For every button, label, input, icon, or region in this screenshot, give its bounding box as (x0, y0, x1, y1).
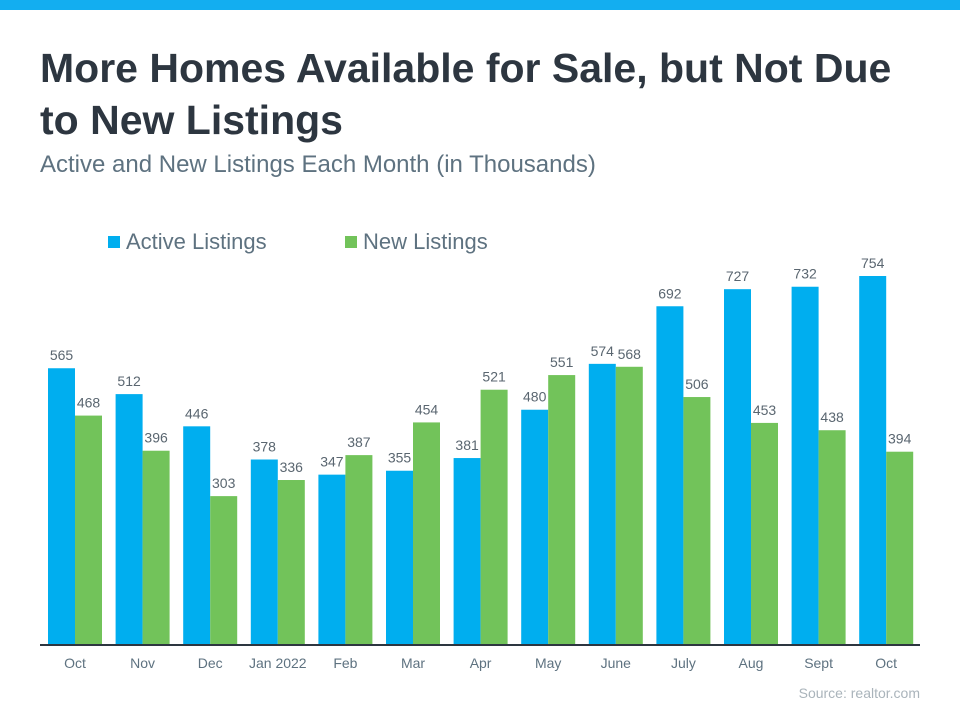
x-tick-label: Oct (875, 655, 897, 671)
active-listings-value-label: 574 (591, 343, 615, 359)
new-listings-value-label: 568 (618, 346, 642, 362)
new-listings-value-label: 396 (144, 430, 168, 446)
active-listings-bar (250, 459, 278, 644)
new-listings-value-label: 303 (212, 475, 236, 491)
active-listings-value-label: 565 (50, 347, 74, 363)
active-listings-value-label: 732 (793, 266, 817, 282)
active-listings-value-label: 727 (726, 268, 750, 284)
active-listings-bar (859, 276, 887, 644)
legend-swatch-active (108, 236, 120, 248)
x-tick-label: Oct (64, 655, 86, 671)
x-tick-label: May (535, 655, 561, 671)
new-listings-value-label: 336 (280, 459, 304, 475)
new-listings-bar (142, 450, 170, 644)
new-listings-value-label: 387 (347, 434, 371, 450)
legend-item-new: New Listings (345, 229, 488, 255)
legend-item-active: Active Listings (108, 229, 267, 255)
x-tick-label: Aug (739, 655, 764, 671)
legend-swatch-new (345, 236, 357, 248)
active-listings-value-label: 347 (320, 454, 344, 470)
new-listings-bar (345, 455, 373, 644)
chart-subtitle: Active and New Listings Each Month (in T… (40, 151, 596, 178)
active-listings-value-label: 754 (861, 255, 885, 271)
new-listings-bar (615, 366, 643, 644)
x-tick-label: June (601, 655, 632, 671)
new-listings-bar (886, 451, 914, 644)
active-listings-bar (318, 474, 346, 644)
new-listings-value-label: 453 (753, 402, 777, 418)
new-listings-value-label: 454 (415, 401, 439, 417)
active-listings-bar (521, 409, 549, 644)
x-tick-label: Jan 2022 (249, 655, 307, 671)
active-listings-value-label: 381 (455, 437, 479, 453)
active-listings-value-label: 378 (253, 439, 277, 455)
active-listings-bar (115, 394, 143, 644)
active-listings-bar (724, 289, 751, 644)
source-note: Source: realtor.com (798, 685, 920, 701)
active-listings-value-label: 692 (658, 285, 682, 301)
active-listings-value-label: 355 (388, 450, 412, 466)
new-listings-value-label: 394 (888, 431, 912, 447)
x-tick-label: Mar (401, 655, 425, 671)
active-listings-value-label: 480 (523, 389, 547, 405)
new-listings-value-label: 438 (820, 409, 844, 425)
legend-label-new: New Listings (363, 229, 488, 254)
active-listings-bar (48, 368, 75, 644)
new-listings-bar (751, 422, 778, 644)
legend-label-active: Active Listings (126, 229, 267, 254)
new-listings-value-label: 468 (77, 395, 101, 411)
new-listings-bar (413, 422, 440, 644)
x-tick-label: Nov (130, 655, 155, 671)
active-listings-bar (183, 426, 211, 644)
new-listings-value-label: 506 (685, 376, 709, 392)
active-listings-value-label: 446 (185, 405, 209, 421)
new-listings-bar (75, 415, 102, 644)
top-accent-bar (0, 0, 960, 10)
new-listings-bar (818, 430, 846, 644)
new-listings-value-label: 521 (482, 369, 506, 385)
x-tick-label: Sept (804, 655, 833, 671)
new-listings-bar (683, 397, 711, 644)
x-tick-label: Feb (333, 655, 357, 671)
x-tick-label: Apr (470, 655, 492, 671)
active-listings-bar (791, 286, 819, 644)
active-listings-value-label: 512 (117, 373, 141, 389)
active-listings-bar (386, 470, 413, 644)
active-listings-bar (588, 363, 616, 644)
active-listings-bar (656, 306, 684, 644)
new-listings-bar (277, 480, 305, 644)
chart-title: More Homes Available for Sale, but Not D… (40, 45, 892, 143)
new-listings-bar (210, 496, 238, 644)
x-tick-label: Dec (198, 655, 223, 671)
new-listings-value-label: 551 (550, 354, 574, 370)
x-tick-label: July (671, 655, 696, 671)
new-listings-bar (480, 389, 508, 644)
active-listings-bar (453, 458, 481, 644)
new-listings-bar (548, 375, 576, 644)
